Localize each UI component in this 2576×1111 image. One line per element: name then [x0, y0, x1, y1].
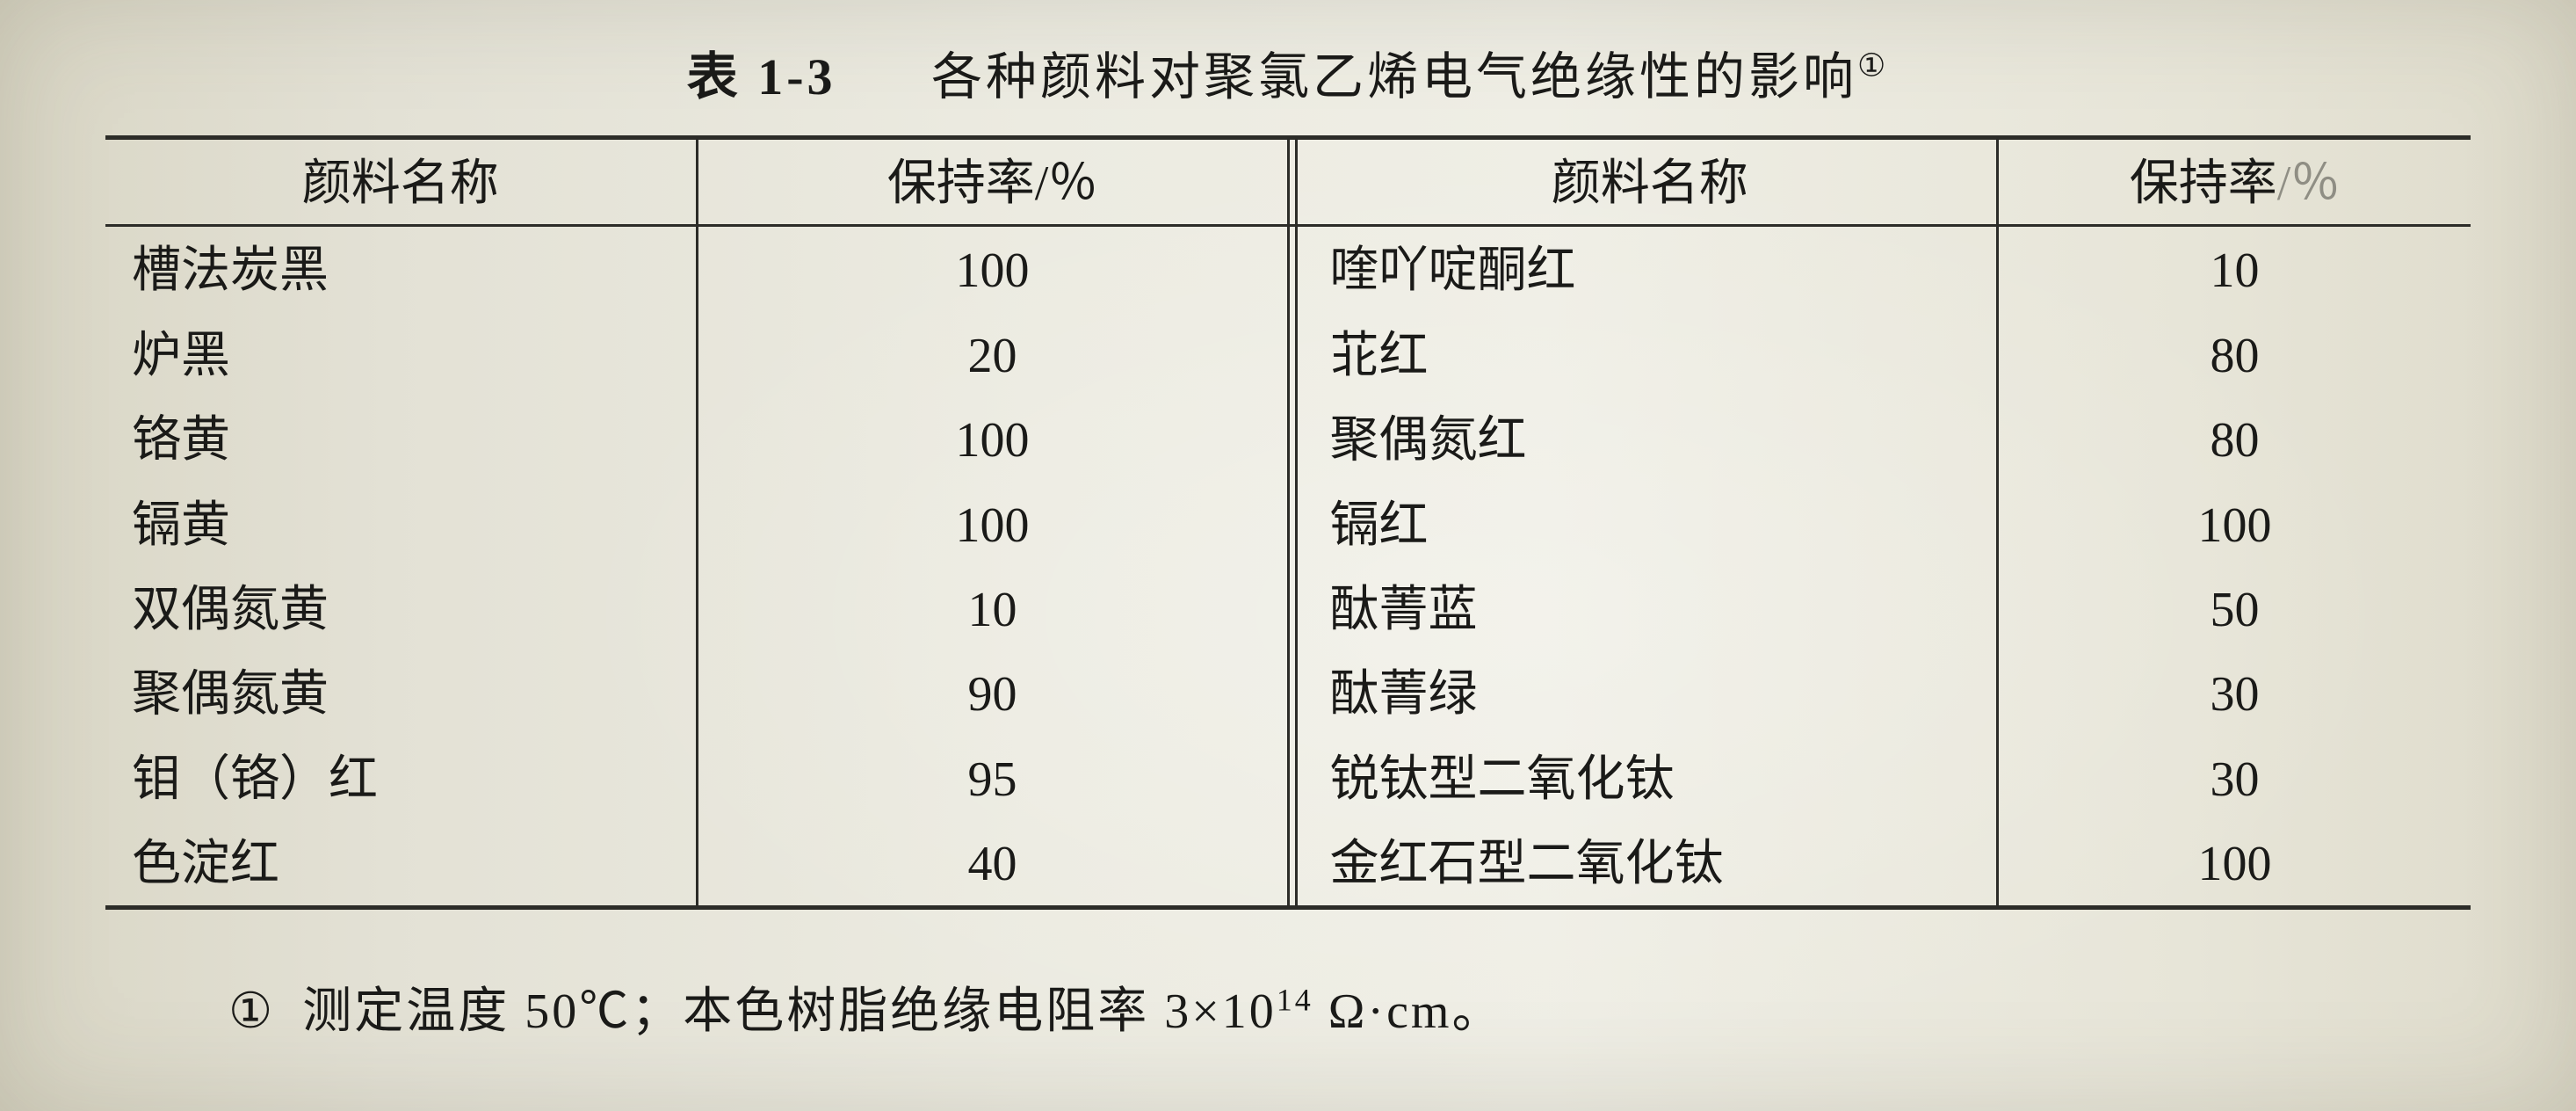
cell-name-a: 色淀红: [105, 820, 697, 907]
table-title: 各种颜料对聚氯乙烯电气绝缘性的影响: [931, 48, 1857, 105]
cell-rate-b: 100: [1998, 482, 2471, 566]
table-row: 色淀红40金红石型二氧化钛100: [105, 820, 2471, 907]
cell-rate-a: 95: [697, 736, 1288, 820]
cell-name-a: 钼（铬）红: [105, 736, 697, 820]
cell-rate-b: 10: [1998, 226, 2471, 312]
cell-rate-b: 100: [1998, 820, 2471, 907]
table-row: 铬黄100聚偶氮红80: [105, 396, 2471, 481]
col-header-rate-a-unit: /％: [1035, 156, 1098, 211]
col-header-rate-b: 保持率/％: [1998, 138, 2471, 226]
cell-name-b: 镉红: [1288, 482, 1998, 566]
table-row: 钼（铬）红95锐钛型二氧化钛30: [105, 736, 2471, 820]
cell-name-b: 聚偶氮红: [1288, 396, 1998, 481]
cell-rate-a: 40: [697, 820, 1288, 907]
cell-rate-a: 100: [697, 396, 1288, 481]
col-header-name-b: 颜料名称: [1288, 138, 1998, 226]
cell-rate-a: 100: [697, 482, 1288, 566]
table-row: 双偶氮黄10酞菁蓝50: [105, 566, 2471, 650]
cell-rate-b: 30: [1998, 650, 2471, 735]
table-number: 表 1-3: [687, 48, 836, 105]
cell-rate-b: 80: [1998, 396, 2471, 481]
col-header-rate-b-label: 保持率: [2130, 156, 2277, 211]
cell-name-a: 炉黑: [105, 312, 697, 396]
cell-name-b: 酞菁蓝: [1288, 566, 1998, 650]
table-footnote: ① 测定温度 50℃；本色树脂绝缘电阻率 3×1014 Ω·cm。: [105, 971, 2471, 1042]
footnote-mark: ①: [228, 983, 275, 1040]
cell-name-a: 双偶氮黄: [105, 566, 697, 650]
footnote-text-prefix: 测定温度 50℃；本色树脂绝缘电阻率 3×10: [302, 984, 1277, 1039]
cell-name-b: 苝红: [1288, 312, 1998, 396]
footnote-text-suffix: Ω·cm。: [1313, 984, 1504, 1039]
table-caption: 表 1-3 各种颜料对聚氯乙烯电气绝缘性的影响①: [105, 35, 2471, 109]
cell-name-b: 喹吖啶酮红: [1288, 226, 1998, 312]
col-header-rate-a-label: 保持率: [887, 156, 1035, 211]
cell-rate-b: 50: [1998, 566, 2471, 650]
title-footnote-mark: ①: [1857, 48, 1889, 84]
col-header-name-a: 颜料名称: [105, 138, 697, 226]
col-header-rate-a: 保持率/％: [697, 138, 1288, 226]
cell-name-a: 聚偶氮黄: [105, 650, 697, 735]
footnote-exponent: 14: [1277, 982, 1313, 1017]
page: 表 1-3 各种颜料对聚氯乙烯电气绝缘性的影响① 颜料名称 保持率/％ 颜料名称…: [0, 0, 2576, 1111]
cell-name-a: 槽法炭黑: [105, 226, 697, 312]
cell-name-b: 锐钛型二氧化钛: [1288, 736, 1998, 820]
cell-rate-a: 90: [697, 650, 1288, 735]
cell-rate-b: 80: [1998, 312, 2471, 396]
table-row: 聚偶氮黄90酞菁绿30: [105, 650, 2471, 735]
cell-rate-a: 10: [697, 566, 1288, 650]
pigment-table: 颜料名称 保持率/％ 颜料名称 保持率/％ 槽法炭黑100喹吖啶酮红10炉黑20…: [105, 135, 2471, 910]
cell-rate-a: 20: [697, 312, 1288, 396]
cell-name-a: 镉黄: [105, 482, 697, 566]
col-header-rate-b-unit: /％: [2277, 156, 2341, 211]
table-row: 炉黑20苝红80: [105, 312, 2471, 396]
table-row: 镉黄100镉红100: [105, 482, 2471, 566]
table-body: 槽法炭黑100喹吖啶酮红10炉黑20苝红80铬黄100聚偶氮红80镉黄100镉红…: [105, 226, 2471, 907]
cell-name-b: 金红石型二氧化钛: [1288, 820, 1998, 907]
table-header-row: 颜料名称 保持率/％ 颜料名称 保持率/％: [105, 138, 2471, 226]
cell-rate-a: 100: [697, 226, 1288, 312]
cell-rate-b: 30: [1998, 736, 2471, 820]
cell-name-b: 酞菁绿: [1288, 650, 1998, 735]
table-row: 槽法炭黑100喹吖啶酮红10: [105, 226, 2471, 312]
cell-name-a: 铬黄: [105, 396, 697, 481]
